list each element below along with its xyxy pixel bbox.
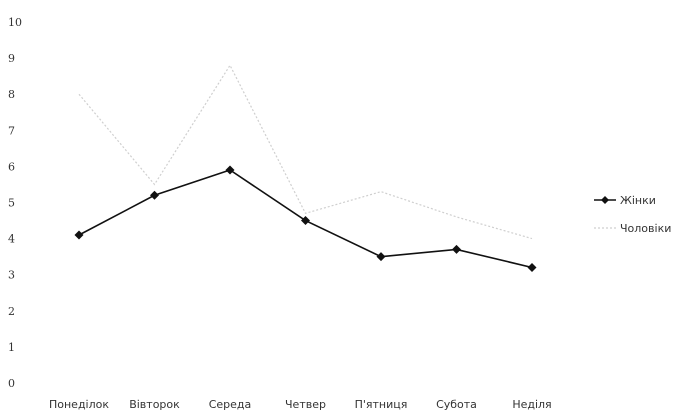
y-tick-label: 3 <box>8 269 15 282</box>
x-category-label: Понеділок <box>49 398 109 411</box>
x-category-label: Неділя <box>512 398 551 411</box>
y-tick-label: 1 <box>8 341 15 354</box>
legend-marker <box>601 196 609 204</box>
y-tick-label: 10 <box>8 16 22 29</box>
x-category-label: П'ятниця <box>355 398 408 411</box>
y-tick-label: 6 <box>8 160 15 173</box>
y-tick-label: 2 <box>8 305 15 318</box>
legend-label: Жінки <box>620 194 656 207</box>
data-point-marker <box>376 252 386 262</box>
y-tick-label: 7 <box>8 124 15 137</box>
legend-label: Чоловіки <box>620 222 671 235</box>
x-category-label: Середа <box>209 398 252 411</box>
y-tick-label: 8 <box>8 88 15 101</box>
data-point-marker <box>527 262 537 272</box>
series-line <box>78 64 533 240</box>
data-point-marker <box>74 230 84 240</box>
y-tick-label: 5 <box>8 197 15 210</box>
y-tick-label: 9 <box>8 52 15 65</box>
y-tick-label: 0 <box>8 377 15 390</box>
data-point-marker <box>301 216 310 226</box>
data-point-marker <box>150 190 159 200</box>
data-point-marker <box>225 165 235 175</box>
x-category-label: Четвер <box>285 398 326 411</box>
y-tick-label: 4 <box>8 233 15 246</box>
x-category-label: Субота <box>436 398 477 411</box>
x-category-label: Вівторок <box>129 398 180 411</box>
data-point-marker <box>452 244 461 254</box>
